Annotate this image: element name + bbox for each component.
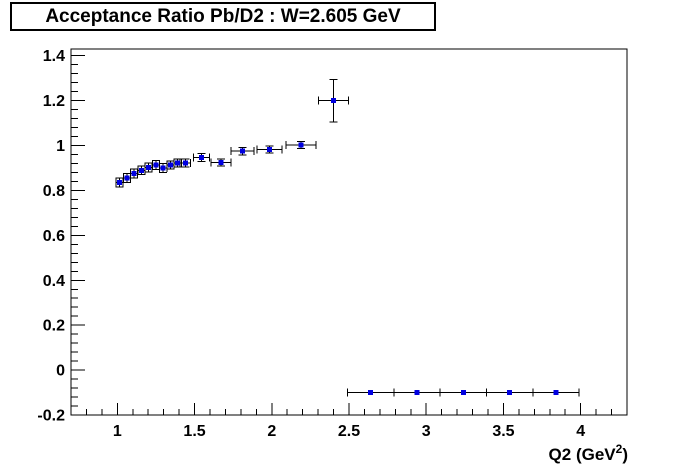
data-point-marker: [175, 160, 181, 166]
y-tick-label: 1.4: [43, 48, 65, 65]
x-tick-label: 2: [267, 423, 276, 440]
data-point-marker: [153, 162, 159, 168]
data-point-marker: [414, 390, 420, 396]
data-point-marker: [298, 142, 304, 148]
data-point-marker: [507, 390, 513, 396]
y-axis: -0.2 0 0.2 0.4 0.6 0.8 1 1.2 1.4: [37, 48, 85, 425]
x-tick-label: 1.5: [183, 423, 205, 440]
data-point-marker: [266, 147, 272, 153]
data-point-marker: [460, 390, 466, 396]
y-tick-label: 0.6: [43, 228, 65, 245]
data-series: [115, 78, 580, 397]
data-point-marker: [199, 155, 205, 161]
y-tick-label: 0.8: [43, 183, 65, 200]
data-point-marker: [160, 165, 166, 171]
data-point-marker: [138, 167, 144, 173]
data-point-marker: [218, 159, 224, 165]
plot-title-box: Acceptance Ratio Pb/D2 : W=2.605 GeV: [10, 2, 436, 31]
data-point-marker: [146, 165, 152, 171]
x-axis-title: Q2 (GeV2): [549, 442, 628, 464]
y-tick-label: 0.4: [43, 273, 65, 290]
x-tick-label: 2.5: [338, 423, 360, 440]
y-tick-label: 0.2: [43, 318, 65, 335]
data-point-marker: [131, 170, 137, 176]
x-axis: 1 1.5 2 2.5 3 3.5 4 Q2 (GeV2): [85, 403, 628, 464]
data-point-marker: [331, 98, 337, 104]
x-tick-label: 1: [113, 423, 122, 440]
x-tick-label: 3: [422, 423, 431, 440]
y-tick-label: 0: [56, 363, 65, 380]
data-point-marker: [553, 390, 559, 396]
x-tick-label: 4: [576, 423, 585, 440]
data-point-marker: [368, 390, 374, 396]
data-point-marker: [239, 148, 245, 154]
x-tick-label: 3.5: [492, 423, 514, 440]
plot-title: Acceptance Ratio Pb/D2 : W=2.605 GeV: [45, 5, 401, 27]
data-point-marker: [124, 175, 130, 181]
data-point-marker: [117, 180, 123, 186]
y-tick-label: -0.2: [37, 408, 65, 425]
data-point-marker: [167, 162, 173, 168]
data-point-marker: [182, 160, 188, 166]
y-tick-label: 1: [56, 138, 65, 155]
y-tick-label: 1.2: [43, 93, 65, 110]
